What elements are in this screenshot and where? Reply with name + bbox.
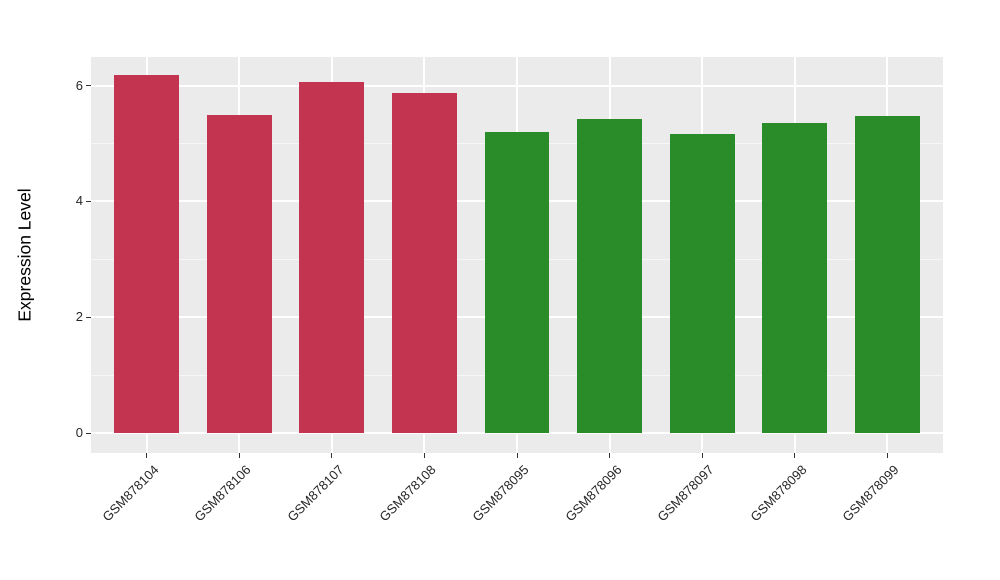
bar (206, 114, 272, 433)
x-tick-label: GSM878096 (561, 462, 625, 525)
x-tick-mark (794, 453, 796, 458)
y-tick-mark (86, 316, 91, 318)
bar (484, 131, 550, 433)
y-tick-mark (86, 432, 91, 434)
x-tick-label: GSM878107 (284, 462, 347, 525)
y-tick-label: 4 (75, 193, 83, 209)
x-tick-mark (423, 453, 425, 458)
bar (669, 134, 735, 433)
bar (299, 82, 365, 433)
y-tick-label: 2 (75, 309, 83, 325)
x-tick-label: GSM878097 (654, 462, 717, 525)
x-tick-label: GSM878098 (747, 462, 810, 525)
x-tick-mark (516, 453, 518, 458)
bar (855, 115, 920, 433)
x-tick-label: GSM878095 (469, 462, 532, 525)
x-tick-mark (331, 453, 333, 458)
bar (577, 119, 642, 433)
y-tick-mark (86, 85, 91, 87)
x-tick-mark (701, 453, 703, 458)
bar (114, 74, 179, 433)
x-tick-label: GSM878106 (191, 462, 254, 525)
x-tick-label: GSM878108 (376, 462, 440, 525)
x-tick-mark (609, 453, 611, 458)
y-tick-mark (86, 200, 91, 202)
bar (762, 123, 828, 433)
x-tick-mark (238, 453, 240, 458)
x-tick-mark (886, 453, 888, 458)
x-tick-label: GSM878104 (98, 462, 162, 525)
y-tick-label: 0 (75, 425, 83, 440)
x-tick-mark (146, 453, 148, 458)
bar (391, 93, 457, 433)
x-tick-label: GSM878099 (839, 462, 903, 525)
y-tick-label: 6 (75, 77, 83, 93)
plot-panel (91, 57, 943, 453)
